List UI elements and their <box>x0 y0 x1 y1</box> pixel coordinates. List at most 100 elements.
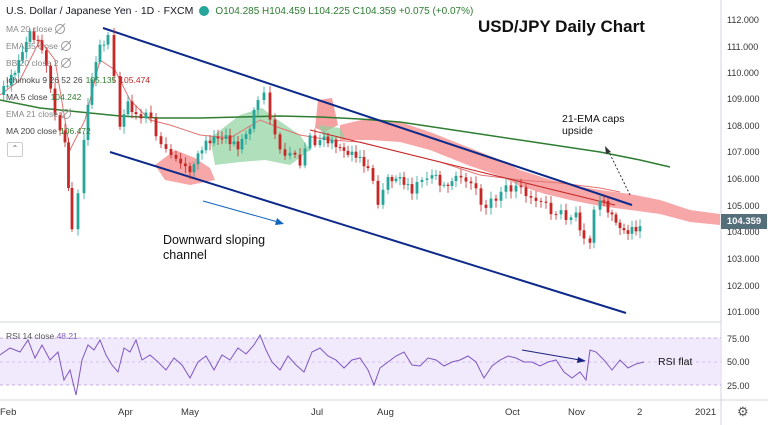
candle-body <box>144 112 148 119</box>
indicator-ma20[interactable]: MA 20 close <box>6 24 66 34</box>
time-label: Aug <box>377 407 394 418</box>
candle-body <box>70 188 74 230</box>
candle-body <box>273 119 277 135</box>
collapse-legend-button[interactable]: ⌃ <box>7 142 23 157</box>
ema-note: 21-EMA caps upside <box>562 113 625 137</box>
candle-body <box>149 112 153 119</box>
candle-body <box>53 88 57 116</box>
candle-body <box>139 114 143 119</box>
candle-body <box>2 86 6 95</box>
ohlc-values: O104.285 H104.459 L104.225 C104.359 +0.0… <box>215 5 474 17</box>
candle-body <box>614 214 618 223</box>
candle-body <box>216 136 220 139</box>
candle-body <box>94 62 98 80</box>
candle-body <box>544 201 548 203</box>
candle-body <box>358 156 362 158</box>
time-label: Apr <box>118 407 133 418</box>
time-label: Feb <box>0 407 17 418</box>
candle-body <box>6 85 9 87</box>
candle-body <box>334 139 338 148</box>
candle-body <box>398 177 402 179</box>
channel-arrow <box>202 200 279 223</box>
candle-body <box>434 174 438 176</box>
candle-body <box>322 136 326 141</box>
candle-body <box>634 226 638 232</box>
candle-body <box>420 179 424 182</box>
candle-body <box>582 230 586 239</box>
time-label: Oct <box>505 407 520 418</box>
candle-body <box>592 209 596 243</box>
resistance-trendline <box>309 129 616 206</box>
rsi-axis-label: 50.00 <box>727 357 750 367</box>
price-label: 107.000 <box>727 147 760 157</box>
candle-body <box>438 174 442 186</box>
indicator-label: EMA 21 close <box>6 109 58 119</box>
channel-lower-line <box>109 151 627 314</box>
candle-body <box>248 128 252 135</box>
candle-body <box>338 147 342 149</box>
candle-body <box>288 152 292 156</box>
candle-body <box>350 151 354 155</box>
chevron-up-icon: ⌃ <box>11 144 19 153</box>
candle-body <box>130 101 134 113</box>
candle-body <box>49 65 53 89</box>
hidden-eye-icon[interactable] <box>60 109 71 119</box>
indicator-value-2: 105.474 <box>119 75 151 85</box>
candle-body <box>390 176 394 182</box>
candle-body <box>102 44 106 46</box>
candle-body <box>330 139 334 144</box>
indicator-ma5[interactable]: MA 5 close 104.242 <box>6 92 81 102</box>
rsi-legend[interactable]: RSI 14 close 48.21 <box>6 331 78 341</box>
indicator-ema21[interactable]: EMA 21 close <box>6 109 71 119</box>
price-label: 109.000 <box>727 94 760 104</box>
candle-body <box>40 40 44 51</box>
hidden-eye-icon[interactable] <box>55 24 66 34</box>
time-label: 2021 <box>695 407 717 418</box>
candle-body <box>86 104 90 140</box>
candlestick-series <box>2 27 642 250</box>
rsi-arrow-head <box>577 357 586 363</box>
gear-icon[interactable]: ⚙ <box>737 404 749 419</box>
candle-body <box>514 185 518 192</box>
candle-body <box>464 177 468 182</box>
candle-body <box>67 142 70 189</box>
candle-body <box>224 135 228 139</box>
candle-body <box>293 152 297 155</box>
candle-body <box>252 109 256 129</box>
indicator-bb20[interactable]: BB 20 close 2 <box>6 58 72 68</box>
price-label: 106.000 <box>727 174 760 184</box>
candle-body <box>519 185 523 188</box>
candle-body <box>278 134 282 150</box>
candle-body <box>188 166 192 173</box>
candle-body <box>371 168 375 181</box>
candle-body <box>406 184 410 186</box>
price-label: 105.000 <box>727 201 760 211</box>
candle-body <box>90 79 94 105</box>
indicator-value: 105.135 <box>85 75 117 85</box>
candle-body <box>469 181 473 184</box>
candle-body <box>494 198 498 201</box>
candle-body <box>169 148 173 155</box>
candle-body <box>126 101 130 115</box>
candle-body <box>425 178 429 180</box>
candle-body <box>578 212 582 231</box>
indicator-ichimoku[interactable]: Ichimoku 9 26 52 26 105.135 105.474 <box>6 75 150 85</box>
candle-body <box>283 149 287 156</box>
candle-body <box>326 136 330 144</box>
price-label: 111.000 <box>727 42 759 52</box>
candle-body <box>622 228 626 231</box>
rsi-value: 48.21 <box>56 331 78 341</box>
candle-body <box>410 184 414 194</box>
candle-body <box>430 175 434 179</box>
hidden-eye-icon[interactable] <box>60 41 71 51</box>
indicator-ma200[interactable]: MA 200 close 106.472 <box>6 126 91 136</box>
candle-body <box>106 35 110 45</box>
symbol-name[interactable]: U.S. Dollar / Japanese Yen · 1D · FXCM <box>6 5 194 17</box>
indicator-ema55[interactable]: EMA 55 close <box>6 41 71 51</box>
hidden-eye-icon[interactable] <box>61 58 72 68</box>
candle-body <box>256 100 260 110</box>
candle-body <box>21 52 24 61</box>
indicator-label: MA 20 close <box>6 24 53 34</box>
price-label: 110.000 <box>727 68 759 78</box>
